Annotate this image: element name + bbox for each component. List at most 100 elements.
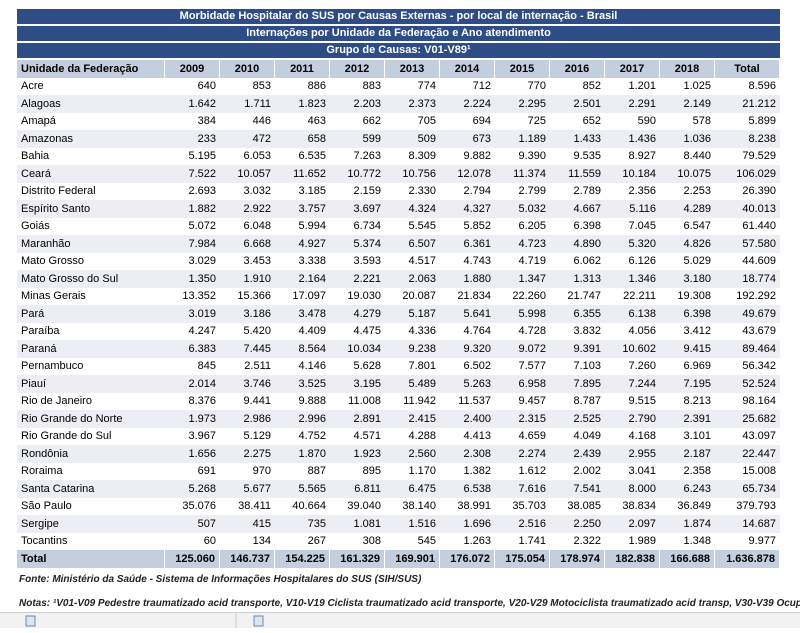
cell: 6.734 xyxy=(353,220,381,233)
cell: 694 xyxy=(472,115,491,128)
cell: 673 xyxy=(440,130,495,148)
cell: 2.203 xyxy=(330,95,385,113)
icon xyxy=(253,615,264,627)
cell: 1.347 xyxy=(495,270,550,288)
cell: 2.322 xyxy=(573,535,601,548)
cell: 19.030 xyxy=(347,290,381,303)
cell: 43.097 xyxy=(742,430,776,443)
cell: 6.502 xyxy=(463,360,491,373)
cell: 3.697 xyxy=(330,200,385,218)
total-cell: 166.688 xyxy=(660,550,715,568)
cell: 1.189 xyxy=(495,130,550,148)
cell: 79.529 xyxy=(742,150,776,163)
cell: 7.522 xyxy=(165,165,220,183)
cell: 5.129 xyxy=(243,430,271,443)
cell: 89.464 xyxy=(715,340,780,358)
table-row: Bahia 5.195 6.053 6.535 7.263 8.309 9.882 9.390… xyxy=(17,148,780,166)
cell: 887 xyxy=(307,465,326,478)
state-name: Rondônia xyxy=(17,445,165,463)
header-cell: 2012 xyxy=(330,60,385,78)
table-row: Distrito Federal 2.693 3.032 3.185 2.159 2.33… xyxy=(17,183,780,201)
notes: Notas: ¹V01-V09 Pedestre traumatizado ac… xyxy=(19,598,800,609)
state-name: Alagoas xyxy=(17,95,165,113)
header-cell: Unidade da Federação xyxy=(17,60,165,78)
cell: 4.049 xyxy=(573,430,601,443)
total-cell: 175.054 xyxy=(495,550,550,568)
cell: 2.799 xyxy=(518,185,546,198)
cell: 1.201 xyxy=(628,80,656,93)
cell: 3.180 xyxy=(660,270,715,288)
cell: 5.677 xyxy=(220,480,275,498)
cell: 8.376 xyxy=(188,395,216,408)
cell: 9.238 xyxy=(385,340,440,358)
total-row: Total 125.060 146.737 154.225 161.329 169.901… xyxy=(17,550,780,568)
cell: 2.439 xyxy=(550,445,605,463)
cell: 9.515 xyxy=(628,395,656,408)
table-row: Pernambuco 845 2.511 4.146 5.628 7.801 6.502 7.… xyxy=(17,358,780,376)
cell: 599 xyxy=(330,130,385,148)
cell: 3.019 xyxy=(165,305,220,323)
cell: 5.565 xyxy=(275,480,330,498)
cell: 65.734 xyxy=(715,480,780,498)
cell: 4.667 xyxy=(550,200,605,218)
cell: 5.899 xyxy=(748,115,776,128)
cell: 4.719 xyxy=(518,255,546,268)
cell: 2.789 xyxy=(573,185,601,198)
cell: 7.801 xyxy=(408,360,436,373)
cell: 8.000 xyxy=(605,480,660,498)
cell: 57.580 xyxy=(715,235,780,253)
cell: 8.238 xyxy=(715,130,780,148)
cell: 38.834 xyxy=(622,500,656,513)
cell: 2.996 xyxy=(275,410,330,428)
cell: 5.032 xyxy=(495,200,550,218)
cell: 7.445 xyxy=(220,340,275,358)
cell: 725 xyxy=(527,115,546,128)
cell: 8.787 xyxy=(573,395,601,408)
cell: 770 xyxy=(527,80,546,93)
title-row: Morbidade Hospitalar do SUS por Causas E… xyxy=(17,9,780,24)
table-row: Rondônia 1.656 2.275 1.870 1.923 2.560 2.308 2.… xyxy=(17,445,780,463)
cell: 5.268 xyxy=(165,480,220,498)
cell: 38.140 xyxy=(402,500,436,513)
cell: 3.029 xyxy=(188,255,216,268)
cell: 6.355 xyxy=(550,305,605,323)
state-name: Amazonas xyxy=(17,130,165,148)
cell: 2.250 xyxy=(550,515,605,533)
cell: 6.507 xyxy=(385,235,440,253)
cell: 1.516 xyxy=(385,515,440,533)
cell: 8.309 xyxy=(408,150,436,163)
cell: 25.682 xyxy=(715,410,780,428)
cell: 36.849 xyxy=(677,500,711,513)
cell: 22.211 xyxy=(623,290,656,303)
cell: 56.342 xyxy=(742,360,776,373)
cell: 652 xyxy=(582,115,601,128)
state-name: Acre xyxy=(21,80,44,93)
cell: 17.097 xyxy=(292,290,326,303)
cell: 705 xyxy=(417,115,436,128)
cell: 4.289 xyxy=(660,200,715,218)
cell: 2.891 xyxy=(330,410,385,428)
total-cell: 178.974 xyxy=(550,550,605,568)
state-name: Minas Gerais xyxy=(21,290,86,303)
title-row: Grupo de Causas: V01-V89¹ xyxy=(17,43,780,58)
cell: 662 xyxy=(362,115,381,128)
cell: 5.994 xyxy=(298,220,326,233)
state-name: Ceará xyxy=(17,165,165,183)
cell: 883 xyxy=(362,80,381,93)
cell: 13.352 xyxy=(182,290,216,303)
cell: 8.596 xyxy=(748,80,776,93)
cell: 2.794 xyxy=(463,185,491,198)
cell: 2.253 xyxy=(683,185,711,198)
cell: 1.036 xyxy=(660,130,715,148)
cell: 39.040 xyxy=(347,500,381,513)
table-row: Amapá 384 446 463 662 705 694 725 652 590 578 5.899 xyxy=(17,113,780,131)
cell: 507 xyxy=(165,515,220,533)
cell: 379.793 xyxy=(736,500,776,513)
cell: 11.008 xyxy=(348,395,381,408)
cell: 10.057 xyxy=(220,165,275,183)
table-row: Espírito Santo 1.882 2.922 3.757 3.697 4.324 4… xyxy=(17,200,780,218)
cell: 3.185 xyxy=(298,185,326,198)
cell: 4.327 xyxy=(440,200,495,218)
cell: 18.774 xyxy=(715,270,780,288)
cell: 384 xyxy=(197,115,216,128)
